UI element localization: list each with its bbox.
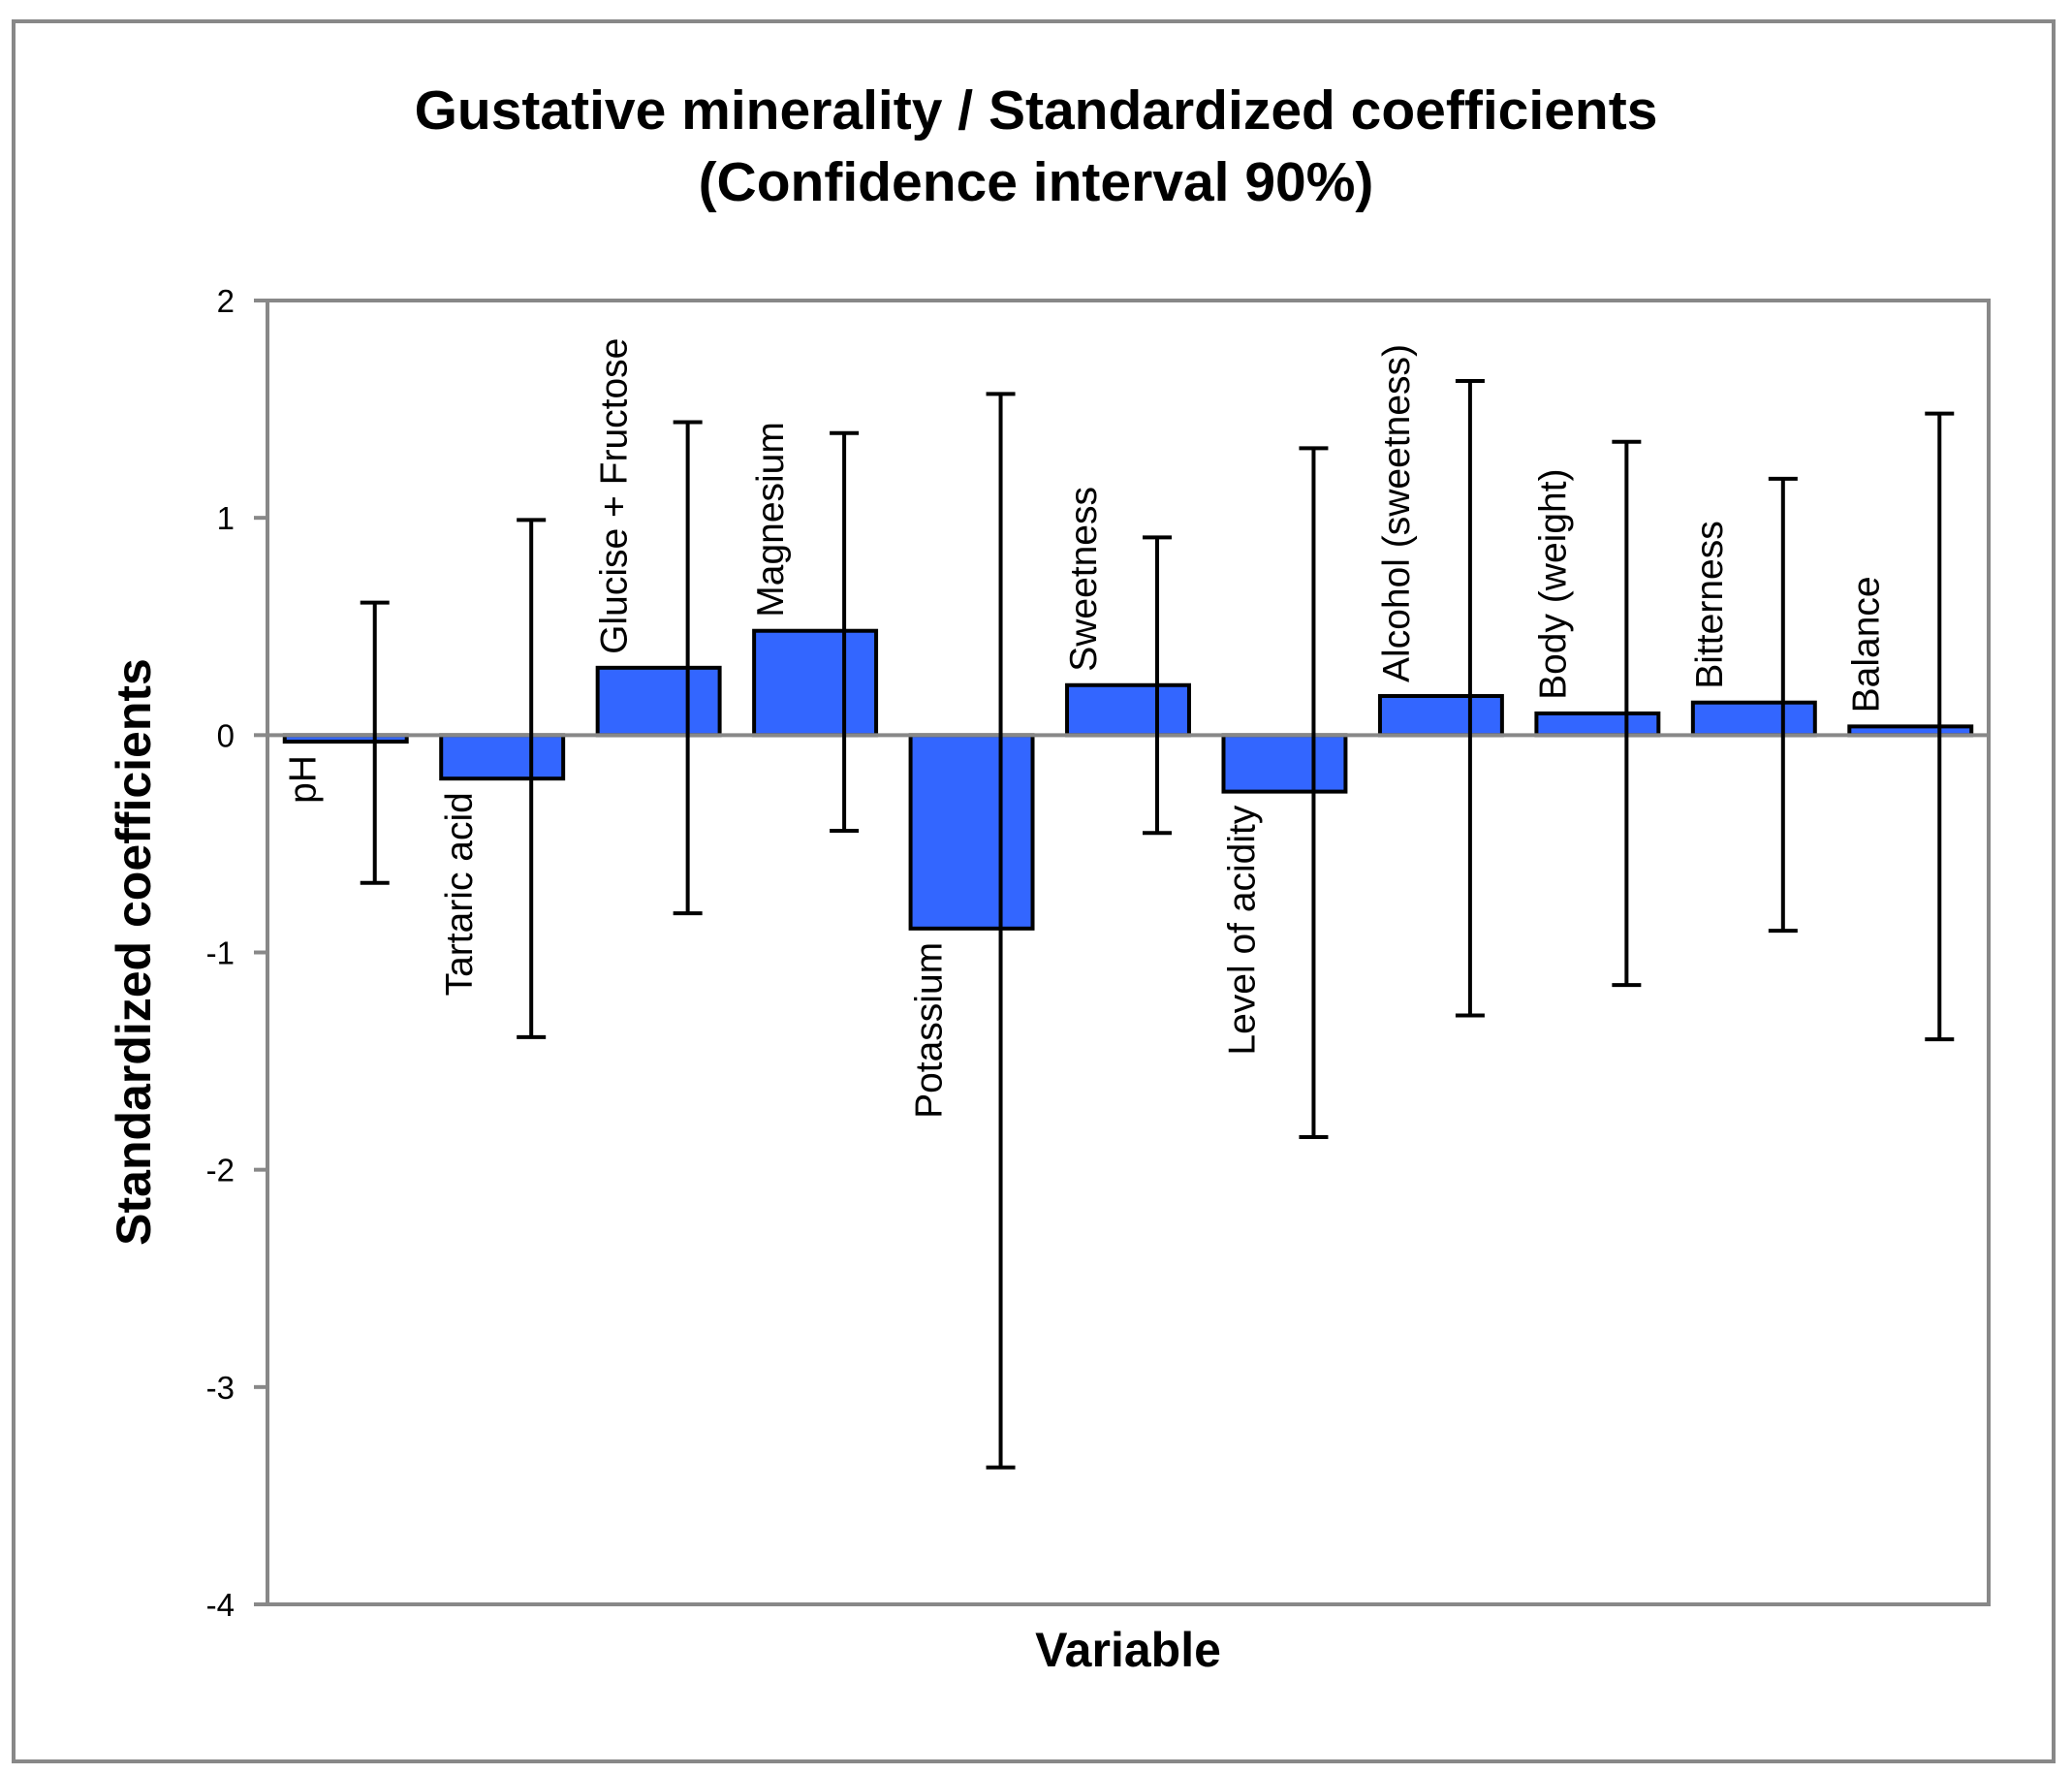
- bar: [1221, 733, 1348, 794]
- category-label: Tartaric acid: [439, 792, 481, 996]
- x-axis-title: Variable: [1035, 1623, 1221, 1677]
- bar: [1377, 693, 1504, 738]
- chart-title-line-2: (Confidence interval 90%): [699, 151, 1374, 213]
- category-labels: pH Tartaric acid Glucise + Fructose Magnesi…: [283, 338, 1888, 1119]
- y-tick-label: 2: [217, 283, 235, 319]
- category-label: Body (weight): [1532, 468, 1574, 699]
- category-label: Magnesium: [750, 422, 792, 618]
- y-axis-ticks: 2 1 0 -1 -2 -3 -4: [206, 283, 267, 1623]
- category-label: Sweetness: [1063, 487, 1105, 672]
- category-label: Potassium: [909, 942, 951, 1119]
- bar: [439, 733, 566, 781]
- bars: [282, 628, 1974, 931]
- bar: [908, 733, 1035, 931]
- bar: [1065, 682, 1191, 738]
- category-label: Level of acidity: [1221, 805, 1263, 1055]
- category-label: Bitterness: [1689, 521, 1731, 688]
- bar: [752, 628, 879, 738]
- category-label: pH: [283, 755, 325, 804]
- category-label: Alcohol (sweetness): [1376, 344, 1418, 682]
- category-label: Glucise + Fructose: [594, 338, 636, 654]
- bar: [1690, 700, 1817, 738]
- error-bars: [360, 378, 1955, 1470]
- y-tick-label: -4: [206, 1587, 235, 1623]
- y-axis-title: Standardized coefficients: [107, 658, 161, 1246]
- y-tick-label: 1: [217, 500, 235, 536]
- chart-title-line-1: Gustative minerality / Standardized coef…: [415, 79, 1658, 142]
- y-tick-label: -2: [206, 1153, 235, 1188]
- y-tick-label: 0: [217, 717, 235, 753]
- y-tick-label: -1: [206, 935, 235, 971]
- category-label: Balance: [1845, 576, 1887, 713]
- y-tick-label: -3: [206, 1370, 235, 1406]
- bar: [595, 665, 722, 738]
- bar: [1534, 711, 1661, 738]
